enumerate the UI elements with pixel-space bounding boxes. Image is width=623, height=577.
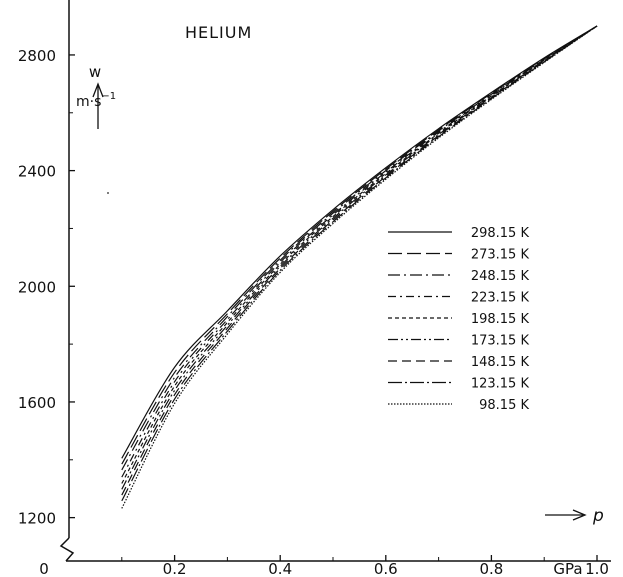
x-tick-label: 0.8 (479, 560, 503, 577)
y-unit: m·s−1 (76, 91, 116, 110)
x-ticks (121, 555, 598, 561)
series-line-19815 (121, 25, 598, 484)
y-tick-labels: 1200 1600 2000 2400 2800 (18, 47, 56, 528)
legend-label: 98.15 K (479, 398, 529, 413)
legend-label: 148.15 K (471, 355, 530, 370)
legend-label: 123.15 K (471, 377, 530, 392)
series-line-24815 (121, 25, 598, 471)
y-tick-label: 2000 (18, 278, 56, 296)
legend-label: 248.15 K (471, 269, 530, 284)
stray-dot (107, 192, 109, 194)
legend-label: 173.15 K (471, 334, 530, 349)
legend-label: 273.15 K (471, 248, 530, 263)
up-arrow-icon (92, 82, 104, 129)
series-line-29815 (121, 25, 598, 459)
y-tick-label: 1200 (18, 510, 56, 528)
chart-title: HELIUM (185, 23, 252, 42)
legend-label: 298.15 K (471, 226, 530, 241)
series-line-9815 (121, 25, 598, 509)
x-tick-label: 1.0 (585, 560, 609, 577)
x-label: p (592, 506, 604, 526)
y-label: w (89, 63, 101, 81)
y-ticks (69, 54, 75, 519)
legend-label: 223.15 K (471, 291, 530, 306)
x-tick-label: 0.6 (374, 560, 398, 577)
y-tick-label: 2800 (18, 47, 56, 65)
series-line-22315 (121, 25, 598, 478)
x-unit-label: GPa (553, 560, 582, 577)
legend: 298.15 K 273.15 K 248.15 K 223.15 K 198.15 K… (388, 226, 529, 413)
series-line-27315 (121, 25, 598, 465)
y-tick-label: 1600 (18, 394, 56, 412)
series-lines (121, 25, 598, 509)
series-line-12315 (121, 25, 598, 502)
x-tick-label: 0.2 (163, 560, 187, 577)
y-axis-break (59, 537, 75, 562)
x-tick-labels: 0.2 0.4 0.6 0.8 1.0 (163, 560, 609, 577)
right-arrow-icon (545, 509, 587, 521)
x-tick-label: 0.4 (268, 560, 292, 577)
legend-label: 198.15 K (471, 312, 530, 327)
y-tick-label: 2400 (18, 163, 56, 181)
origin-label: 0 (39, 560, 49, 577)
series-line-14815 (121, 25, 598, 496)
